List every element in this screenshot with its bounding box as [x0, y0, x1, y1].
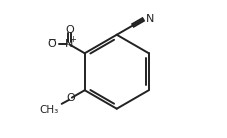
- Text: N: N: [65, 39, 73, 49]
- Text: +: +: [69, 35, 76, 44]
- Text: O: O: [47, 39, 56, 49]
- Text: N: N: [145, 14, 153, 24]
- Text: −: −: [47, 35, 56, 45]
- Text: O: O: [66, 93, 74, 104]
- Text: CH₃: CH₃: [39, 105, 58, 116]
- Text: O: O: [65, 25, 73, 35]
